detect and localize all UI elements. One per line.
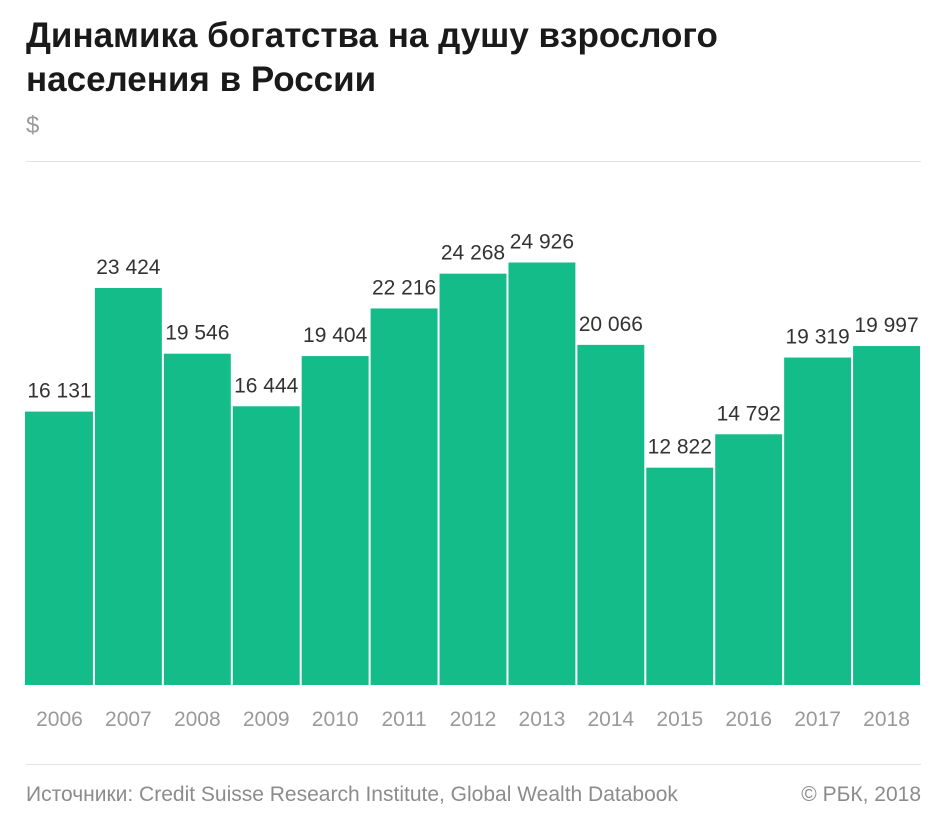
x-tick-label-2013: 2013: [519, 708, 566, 731]
chart-title: Динамика богатства на душу взрослого нас…: [26, 16, 718, 99]
value-label-2010: 19 404: [303, 324, 368, 347]
bar-2006: [25, 411, 93, 685]
bar-chart: 16 131 2006 23 424 2007 19 546 2008 16 444 2009…: [25, 231, 920, 731]
copyright-note: © РБК, 2018: [801, 783, 921, 806]
bottom-divider: [26, 764, 921, 765]
bar-2012: [439, 273, 507, 685]
x-tick-label-2015: 2015: [656, 708, 703, 731]
bar-2010: [301, 356, 369, 685]
value-label-2008: 19 546: [165, 322, 229, 345]
x-tick-label-2012: 2012: [450, 708, 497, 731]
x-tick-label-2011: 2011: [381, 708, 426, 731]
bar-2018: [853, 346, 920, 685]
bar-2013: [508, 262, 576, 685]
value-label-2006: 16 131: [27, 380, 91, 403]
value-label-2012: 24 268: [441, 242, 505, 265]
bar-2011: [370, 308, 438, 685]
bar-2009: [232, 406, 300, 685]
value-label-2011: 22 216: [372, 276, 436, 299]
bar-2017: [784, 357, 852, 685]
x-tick-label-2018: 2018: [863, 708, 910, 731]
x-tick-label-2014: 2014: [587, 708, 634, 731]
bar-2016: [715, 434, 783, 685]
x-tick-label-2017: 2017: [794, 708, 841, 731]
x-tick-label-2006: 2006: [36, 708, 83, 731]
value-label-2017: 19 319: [786, 326, 850, 349]
value-label-2013: 24 926: [510, 231, 574, 254]
bar-2008: [163, 353, 231, 685]
value-label-2018: 19 997: [854, 314, 918, 337]
x-tick-label-2010: 2010: [312, 708, 359, 731]
value-label-2015: 12 822: [648, 436, 712, 459]
bar-2015: [646, 467, 714, 685]
value-label-2009: 16 444: [234, 374, 299, 397]
bar-2007: [94, 287, 162, 685]
x-tick-label-2009: 2009: [243, 708, 290, 731]
bar-2014: [577, 344, 645, 685]
x-tick-label-2016: 2016: [725, 708, 772, 731]
value-label-2014: 20 066: [579, 313, 643, 336]
top-divider: [26, 161, 921, 162]
value-label-2016: 14 792: [717, 402, 781, 425]
source-note: Источники: Credit Suisse Research Instit…: [26, 783, 678, 806]
x-tick-label-2007: 2007: [105, 708, 152, 731]
value-label-2007: 23 424: [96, 256, 161, 279]
unit-label: $: [26, 112, 40, 139]
x-tick-label-2008: 2008: [174, 708, 221, 731]
